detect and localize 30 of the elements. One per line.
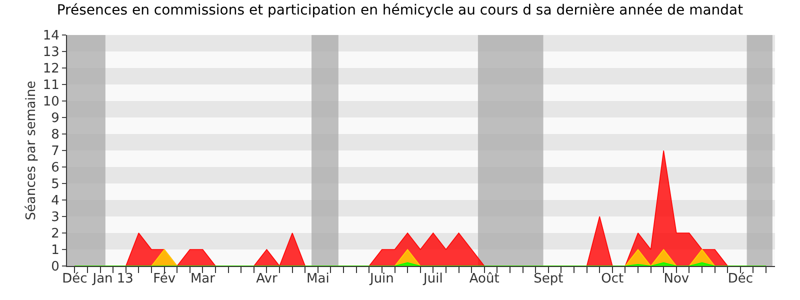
y-tick-label: 14 — [42, 28, 60, 44]
x-tick-label: Mai — [306, 272, 330, 287]
y-tick-label: 4 — [51, 194, 60, 209]
y-tick-label: 2 — [51, 226, 60, 242]
y-tick-label: 7 — [51, 144, 60, 160]
y-tick-label: 8 — [51, 128, 60, 143]
x-tick-label: Juil — [422, 272, 443, 287]
y-tick-label: 10 — [42, 94, 60, 110]
x-tick-label: Déc — [728, 272, 754, 287]
x-tick-label: Août — [469, 272, 500, 287]
x-tick-label: Juin — [368, 272, 394, 287]
y-tick-label: 13 — [42, 45, 60, 60]
x-tick-label: Sept — [534, 272, 564, 287]
x-tick-label: Mar — [190, 272, 216, 287]
y-axis-title: Séances par semaine — [24, 80, 39, 220]
y-tick-label: 0 — [51, 260, 60, 275]
y-tick-label: 12 — [42, 62, 60, 77]
x-tick-label: Déc — [62, 272, 88, 287]
y-tick-label: 6 — [51, 160, 60, 176]
chart-title: Présences en commissions et participation en hémicycle au cours d sa dernière année de mandat — [56, 2, 744, 18]
x-tick-label: Oct — [601, 272, 624, 287]
y-tick-label: 3 — [51, 210, 60, 226]
y-tick-label: 9 — [51, 111, 60, 126]
y-tick-label: 1 — [51, 243, 60, 258]
y-tick-label: 11 — [42, 78, 60, 94]
y-tick-label: 5 — [51, 177, 60, 192]
x-tick-label: Fév — [153, 272, 176, 287]
x-tick-label: Nov — [664, 272, 690, 287]
x-tick-label: Jan 13 — [92, 272, 134, 287]
x-tick-label: Avr — [256, 272, 278, 287]
